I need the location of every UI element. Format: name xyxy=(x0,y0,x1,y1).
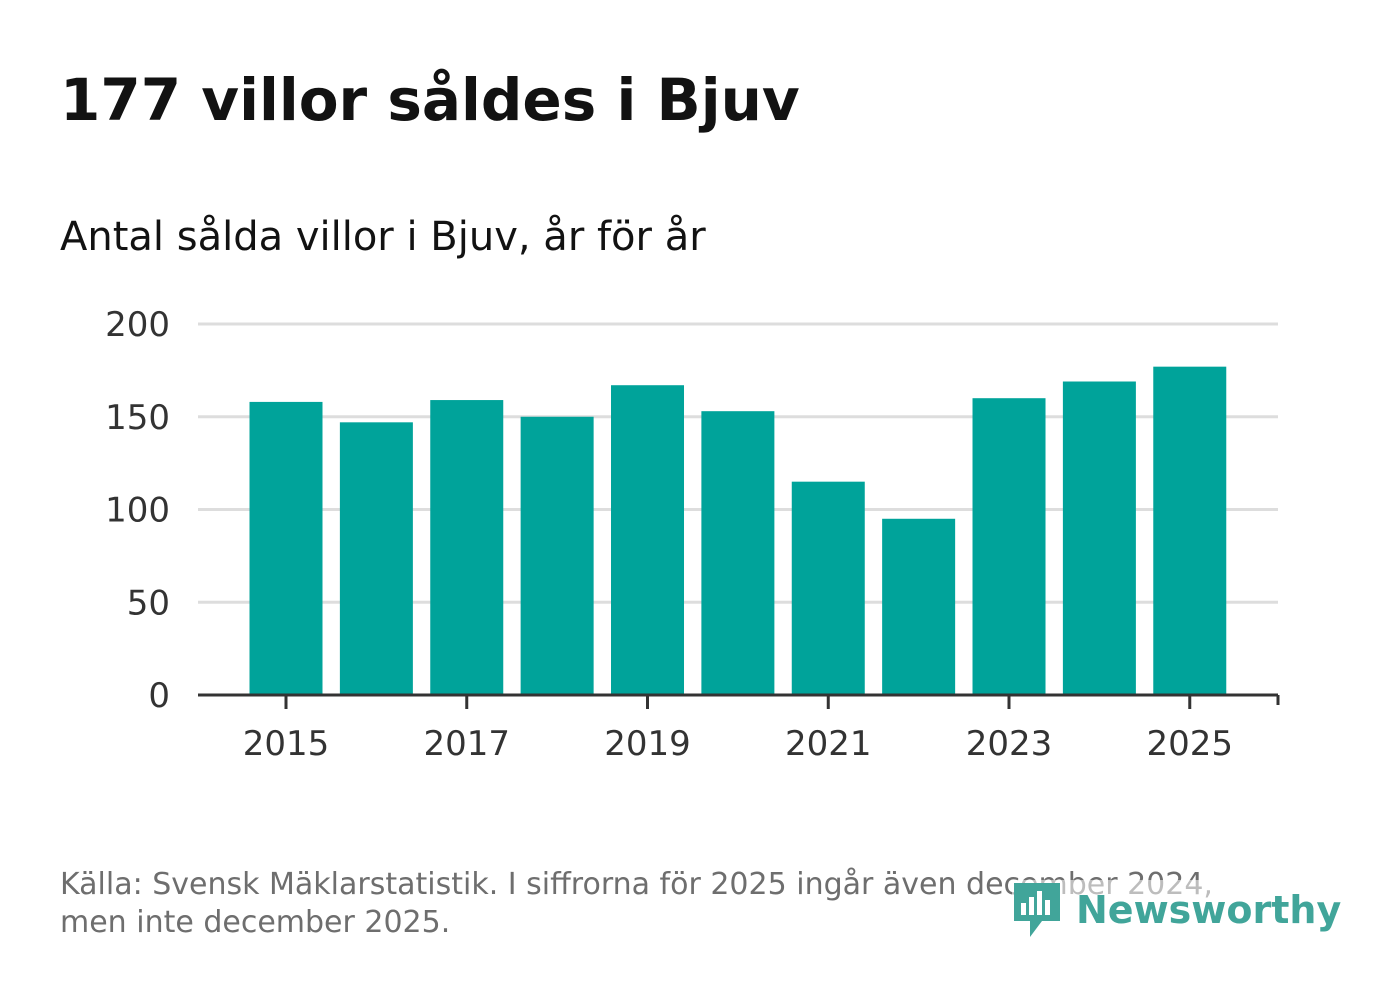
bars xyxy=(249,366,1227,695)
x-tick-label-2017: 2017 xyxy=(423,724,510,764)
x-tick-label-2015: 2015 xyxy=(243,724,330,764)
bar-2020 xyxy=(701,411,775,695)
source-note-line-2: men inte december 2025. xyxy=(60,905,451,940)
y-tick-label-150: 150 xyxy=(105,398,170,438)
newsworthy-logo-icon xyxy=(1014,883,1060,937)
bar-2021 xyxy=(791,481,865,695)
source-note: Källa: Svensk Mäklarstatistik. I siffror… xyxy=(60,866,1270,942)
bar-2023 xyxy=(972,398,1046,695)
y-tick-label-0: 0 xyxy=(148,676,170,716)
newsworthy-logo: Newsworthy xyxy=(1012,880,1342,940)
bar-2022 xyxy=(882,518,956,695)
bar-2016 xyxy=(339,422,413,695)
chart-title: 177 villor såldes i Bjuv xyxy=(60,66,800,134)
chart-subtitle: Antal sålda villor i Bjuv, år för år xyxy=(60,214,706,260)
y-tick-label-50: 50 xyxy=(127,583,170,623)
bar-2019 xyxy=(611,385,685,695)
brand-name: Newsworthy xyxy=(1076,888,1342,932)
bar-2018 xyxy=(520,416,594,695)
y-tick-label-200: 200 xyxy=(105,305,170,345)
bar-2015 xyxy=(249,401,323,695)
x-tick-label-2021: 2021 xyxy=(785,724,872,764)
x-tick-label-2023: 2023 xyxy=(966,724,1053,764)
axes: 0 50 100 150 200 2015 2017 2019 2021 2023 2025 xyxy=(105,305,1280,764)
x-tick-label-2019: 2019 xyxy=(604,724,691,764)
bar-2017 xyxy=(430,400,504,695)
bar-2024 xyxy=(1062,381,1136,695)
y-tick-label-100: 100 xyxy=(105,491,170,531)
bar-2025 xyxy=(1153,366,1227,695)
x-tick-label-2025: 2025 xyxy=(1147,724,1234,764)
